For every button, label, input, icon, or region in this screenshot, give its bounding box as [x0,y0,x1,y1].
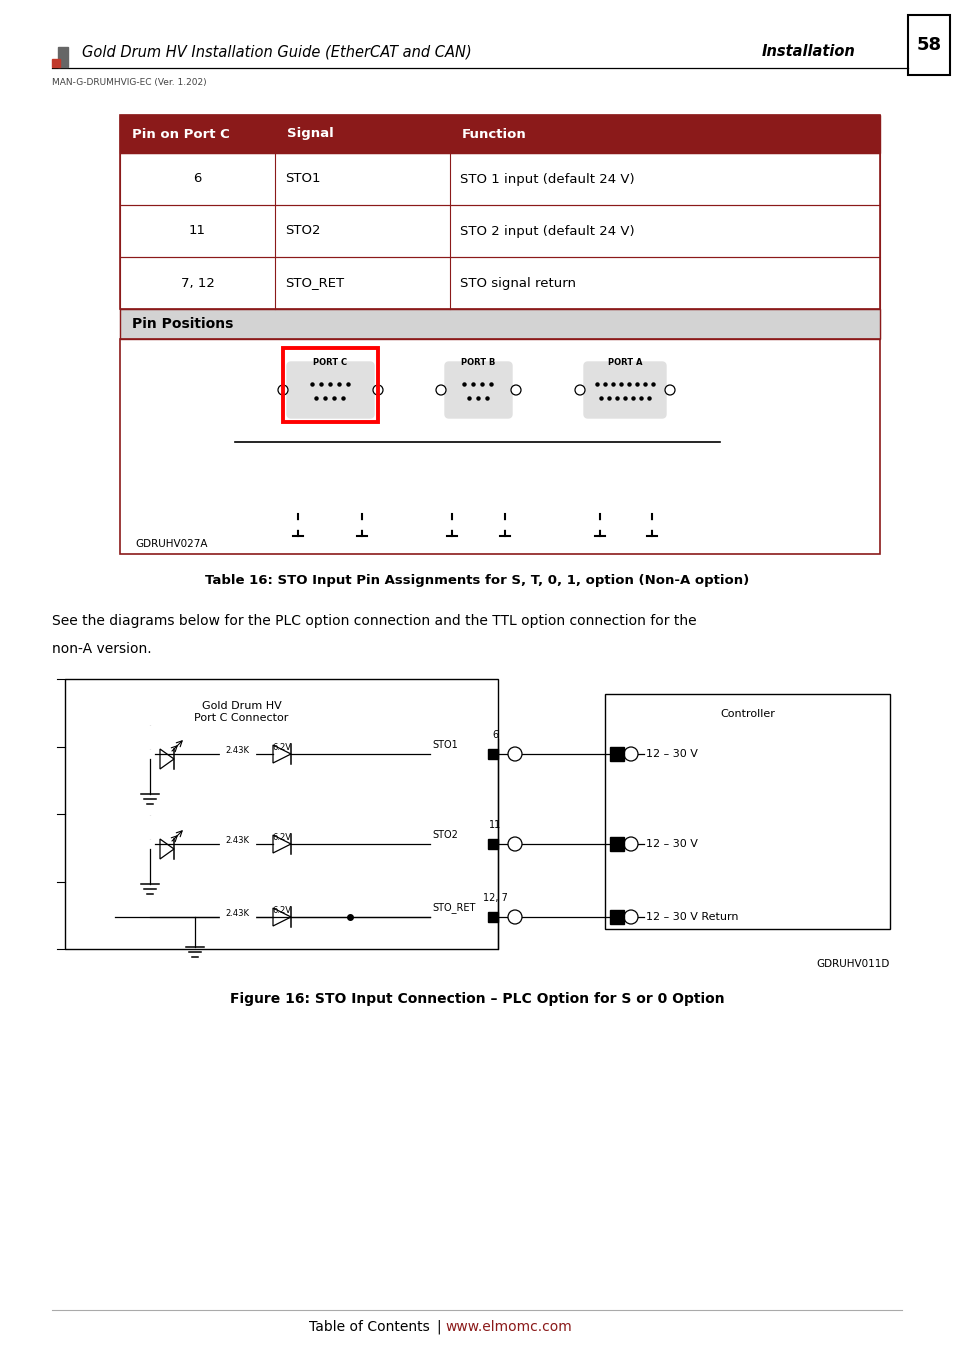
Bar [456,447,500,512]
Bar [120,205,879,256]
Circle shape [664,385,675,396]
Text: Installation: Installation [761,45,855,59]
Text: PORT B: PORT B [460,358,495,367]
Bar [120,309,879,339]
Bar [120,309,879,339]
Bar [308,447,353,512]
Circle shape [623,837,638,850]
Bar [604,694,889,929]
Circle shape [623,747,638,761]
Text: STO1: STO1 [432,740,457,751]
Text: 11: 11 [488,819,500,830]
Text: 2.43K: 2.43K [225,909,250,918]
Text: STO_RET: STO_RET [432,902,475,913]
Text: STO2: STO2 [285,224,320,238]
Text: 2.43K: 2.43K [225,747,250,755]
Text: STO signal return: STO signal return [459,277,576,289]
Text: See the diagrams below for the PLC option connection and the TTL option connecti: See the diagrams below for the PLC optio… [52,614,696,628]
FancyBboxPatch shape [444,362,512,418]
Text: 6.2V: 6.2V [273,833,292,842]
Bar [234,521,720,529]
Text: Gold Drum HV Installation Guide (EtherCAT and CAN): Gold Drum HV Installation Guide (EtherCA… [82,45,471,59]
Text: STO1: STO1 [285,173,320,185]
Text: 6.2V: 6.2V [273,743,292,752]
Bar [120,339,879,554]
Circle shape [436,385,446,396]
Text: STO_RET: STO_RET [285,277,344,289]
Text: 6: 6 [193,173,201,185]
Bar [120,205,879,256]
Bar [220,838,254,849]
Bar [120,339,879,554]
Text: 7, 12: 7, 12 [180,277,214,289]
Bar [465,458,491,502]
Bar [488,838,497,849]
Bar [488,913,497,922]
Text: www.elmomc.com: www.elmomc.com [444,1320,571,1334]
Bar [120,115,879,153]
Bar [317,458,343,502]
Text: MAN-G-DRUMHVIG-EC (Ver. 1.202): MAN-G-DRUMHVIG-EC (Ver. 1.202) [52,78,207,86]
FancyBboxPatch shape [583,362,665,418]
Bar [609,910,623,923]
Text: 12 – 30 V Return: 12 – 30 V Return [645,913,738,922]
Text: STO2: STO2 [432,830,457,840]
Circle shape [507,747,521,761]
Text: 11: 11 [189,224,206,238]
Bar [220,913,254,922]
Text: PORT C: PORT C [313,358,347,367]
Circle shape [507,910,521,923]
Bar [907,15,949,76]
Circle shape [575,385,584,396]
Circle shape [507,837,521,850]
Text: 6: 6 [492,730,497,740]
Bar [609,747,623,761]
Bar [58,47,68,68]
Bar [283,348,377,423]
Bar [602,447,647,512]
Text: Function: Function [461,127,526,140]
Text: PORT A: PORT A [607,358,641,367]
Text: GDRUHV011D: GDRUHV011D [816,958,889,969]
Bar [120,256,879,309]
FancyBboxPatch shape [287,362,374,418]
Circle shape [373,385,382,396]
Bar [613,458,638,502]
Text: STO 2 input (default 24 V): STO 2 input (default 24 V) [459,224,634,238]
Text: Pin Positions: Pin Positions [132,317,233,331]
Bar [120,153,879,205]
Bar [488,749,497,759]
Text: Gold Drum HV
Port C Connector: Gold Drum HV Port C Connector [194,701,289,722]
Bar [220,749,254,759]
Bar [147,815,152,838]
Bar [52,59,60,68]
Text: 12 – 30 V: 12 – 30 V [645,838,698,849]
Circle shape [511,385,520,396]
Text: Pin on Port C: Pin on Port C [132,127,230,140]
Text: 58: 58 [916,36,941,54]
Bar [65,679,497,949]
Text: Figure 16: STO Input Connection – PLC Option for S or 0 Option: Figure 16: STO Input Connection – PLC Op… [230,992,723,1006]
Text: 2.43K: 2.43K [225,836,250,845]
Bar [147,726,152,748]
Text: Signal: Signal [287,127,334,140]
Bar [609,837,623,850]
Bar [120,256,879,309]
Text: GDRUHV027A: GDRUHV027A [135,539,208,549]
Text: 12 – 30 V: 12 – 30 V [645,749,698,759]
Circle shape [623,910,638,923]
Text: Controller: Controller [720,709,774,720]
Text: |: | [436,1320,440,1334]
Text: Table of Contents: Table of Contents [309,1320,430,1334]
Circle shape [277,385,288,396]
Text: 6.2V: 6.2V [273,906,292,915]
Bar [120,153,879,205]
Bar [120,115,879,309]
Text: 12, 7: 12, 7 [482,892,507,903]
Bar [234,347,720,529]
Text: non-A version.: non-A version. [52,643,152,656]
Text: Table 16: STO Input Pin Assignments for S, T, 0, 1, option (Non-A option): Table 16: STO Input Pin Assignments for … [205,574,748,587]
Text: STO 1 input (default 24 V): STO 1 input (default 24 V) [459,173,634,185]
